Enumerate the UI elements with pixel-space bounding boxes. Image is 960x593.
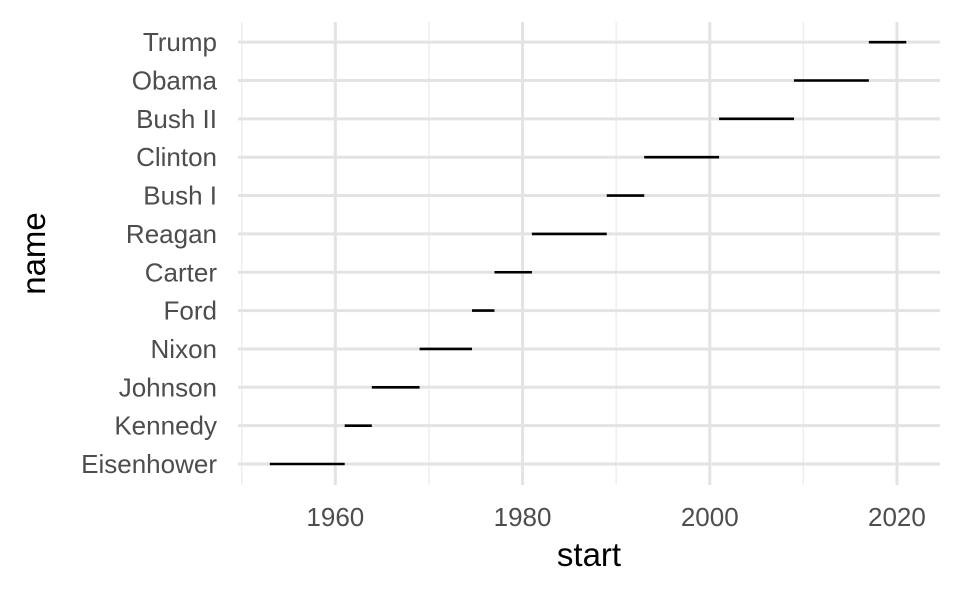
y-tick-label: Reagan [126,219,217,249]
y-tick-label: Clinton [136,142,217,172]
x-tick-label: 1980 [494,502,552,532]
y-tick-labels: Eisenhower Kennedy Johnson Nixon Ford Carter R… [81,27,217,479]
y-tick-label: Kennedy [114,411,217,441]
y-tick-label: Nixon [151,334,217,364]
y-tick-label: Eisenhower [81,449,217,479]
segments [269,40,907,466]
y-tick-label: Johnson [119,372,217,402]
y-tick-label: Bush I [143,181,217,211]
y-tick-label: Carter [145,257,218,287]
x-tick-label: 2020 [868,502,926,532]
x-tick-label: 1960 [306,502,364,532]
y-tick-label: Obama [132,66,218,96]
x-tick-labels: 1960 1980 2000 2020 [306,502,925,532]
x-tick-label: 2000 [681,502,739,532]
y-tick-label: Bush II [136,104,217,134]
y-tick-label: Ford [164,296,217,326]
grid [238,22,940,485]
y-tick-label: Trump [143,27,217,57]
y-axis-title: name [15,212,52,295]
x-axis-title: start [557,536,621,573]
